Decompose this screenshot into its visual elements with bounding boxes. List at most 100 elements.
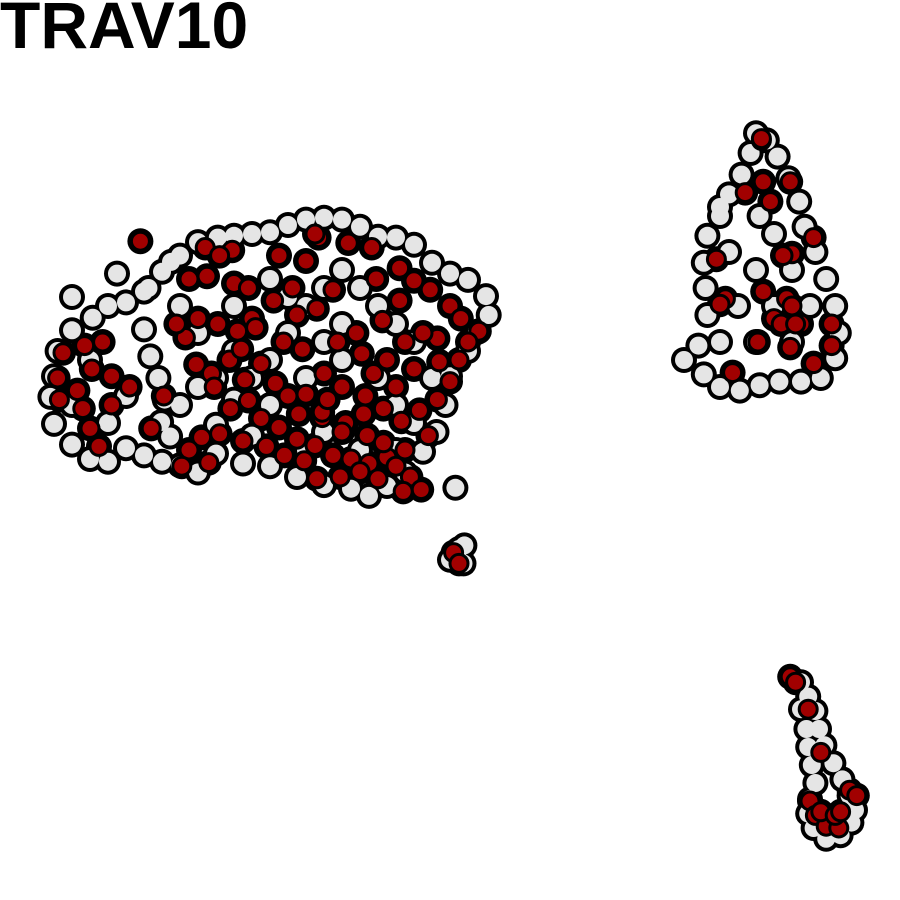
background-cell-point xyxy=(750,207,769,225)
expressing-cell-point xyxy=(361,237,383,258)
expressing-cell-point xyxy=(351,343,373,365)
expressing-cell-point xyxy=(372,432,394,454)
expressing-cell-point xyxy=(392,480,414,502)
expressing-cell-point xyxy=(282,277,303,299)
background-cell-point xyxy=(234,454,252,473)
expressing-cell-point xyxy=(385,376,407,398)
background-cell-point xyxy=(63,435,81,454)
expressing-cell-point xyxy=(268,245,290,267)
expressing-cell-point xyxy=(286,304,308,326)
background-cell-point xyxy=(765,225,783,243)
expressing-cell-point xyxy=(426,389,448,411)
background-cell-point xyxy=(423,369,441,387)
expressing-cell-point xyxy=(779,171,801,193)
background-cell-point xyxy=(351,217,369,236)
background-cell-point xyxy=(806,774,825,792)
expressing-cell-point xyxy=(389,290,411,312)
background-cell-point xyxy=(770,372,789,391)
background-cell-point xyxy=(711,198,729,216)
expressing-cell-point xyxy=(196,265,218,287)
background-cell-point xyxy=(351,279,369,297)
expressing-cell-point xyxy=(187,308,209,330)
expressing-cell-point xyxy=(245,317,267,339)
background-cell-point xyxy=(689,336,708,355)
background-cell-point xyxy=(810,720,828,738)
expressing-cell-point xyxy=(372,398,394,420)
background-cell-point xyxy=(99,414,117,432)
background-cell-point xyxy=(801,297,819,315)
background-cell-point xyxy=(261,457,279,476)
background-cell-point xyxy=(826,297,845,315)
background-cell-point xyxy=(225,297,243,315)
chart-title: TRAV10 xyxy=(0,0,249,62)
expressing-cell-point xyxy=(417,425,439,447)
expressing-cell-point xyxy=(803,353,825,375)
expressing-cell-point xyxy=(779,336,801,358)
expressing-cell-point xyxy=(750,128,772,150)
expressing-cell-point xyxy=(178,268,200,290)
background-cell-point xyxy=(698,226,717,245)
background-cell-point xyxy=(297,210,315,229)
expressing-cell-point xyxy=(709,293,731,315)
expressing-cell-point xyxy=(376,349,398,371)
expressing-cell-point xyxy=(772,245,794,267)
background-cell-point xyxy=(297,369,315,387)
expressing-cell-point xyxy=(153,385,175,407)
background-cell-point xyxy=(117,439,135,458)
background-cell-point xyxy=(720,185,738,204)
background-cell-point xyxy=(288,468,306,486)
expressing-cell-point xyxy=(273,331,294,353)
expressing-cell-point xyxy=(345,322,367,344)
background-cell-point xyxy=(711,378,729,396)
expressing-cell-point xyxy=(408,399,430,421)
expressing-cell-point xyxy=(227,320,249,342)
expressing-cell-point xyxy=(119,376,141,398)
background-cell-point xyxy=(783,261,801,279)
background-cell-point xyxy=(279,216,297,234)
expressing-cell-point xyxy=(448,349,470,371)
background-cell-point xyxy=(405,235,423,254)
background-cell-point xyxy=(387,228,405,247)
background-cell-point xyxy=(797,720,816,738)
expressing-cell-point xyxy=(403,270,425,292)
expressing-cell-point xyxy=(234,369,256,391)
expressing-cell-point xyxy=(785,313,807,335)
background-cell-point xyxy=(747,261,765,279)
background-cell-point xyxy=(333,351,351,369)
expressing-cell-point xyxy=(363,363,384,384)
background-cell-point xyxy=(171,396,189,414)
expressing-cell-point xyxy=(327,331,348,353)
background-cell-point xyxy=(333,315,351,333)
expressing-cell-point xyxy=(52,342,74,364)
expressing-cell-point xyxy=(448,552,470,574)
expressing-cell-point xyxy=(403,358,425,380)
background-cell-point xyxy=(790,192,809,211)
expressing-cell-point xyxy=(230,338,252,360)
expressing-cell-point xyxy=(304,435,326,456)
expressing-cell-point xyxy=(237,277,259,299)
expressing-cell-point xyxy=(331,421,353,443)
expressing-cell-point xyxy=(185,354,207,375)
expressing-cell-point xyxy=(367,468,389,490)
expressing-cell-point xyxy=(830,801,852,823)
expressing-cell-point xyxy=(306,468,328,490)
background-cell-point xyxy=(153,452,171,471)
expressing-cell-point xyxy=(232,430,254,452)
expressing-cell-point xyxy=(88,435,110,457)
background-cell-point xyxy=(63,321,81,340)
expressing-cell-point xyxy=(129,230,151,252)
expressing-cell-point xyxy=(295,250,317,272)
background-cell-point xyxy=(261,270,279,288)
expressing-cell-point xyxy=(209,423,231,445)
expressing-cell-point xyxy=(439,371,461,393)
expressing-cell-point xyxy=(250,353,272,375)
expressing-cell-point xyxy=(140,417,162,439)
expressing-cell-point xyxy=(353,403,375,425)
background-cell-point xyxy=(446,478,465,497)
expressing-cell-point xyxy=(237,390,259,411)
expressing-cell-point xyxy=(354,385,376,407)
expressing-cell-point xyxy=(304,223,326,245)
expressing-cell-point xyxy=(317,389,339,411)
expressing-cell-point xyxy=(457,331,479,353)
expressing-cell-point xyxy=(322,279,344,301)
